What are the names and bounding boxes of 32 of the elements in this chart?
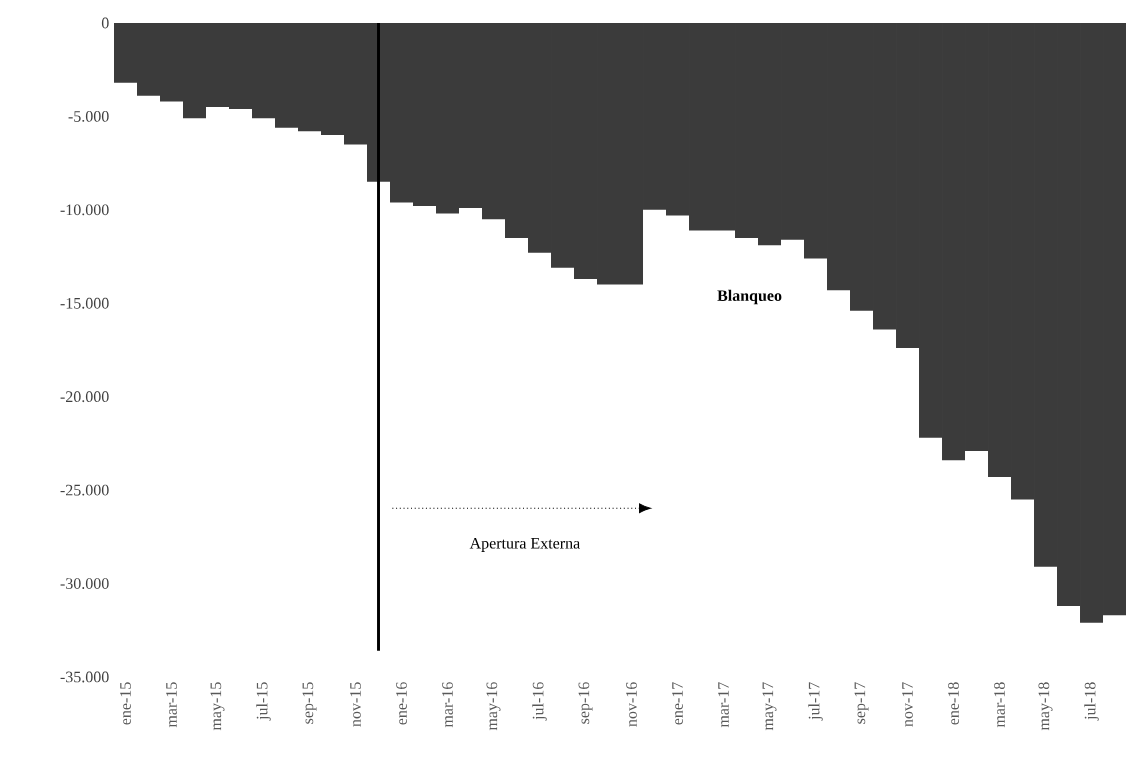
x-tick-label: jul-17 [808, 682, 823, 721]
y-tick-label: -10.000 [60, 204, 109, 216]
x-tick-label: jul-18 [1084, 682, 1099, 721]
annotation: Apertura Externa [469, 537, 580, 552]
x-tick-label: may-16 [486, 682, 501, 731]
x-tick-label: sep-17 [854, 682, 869, 724]
x-tick-label: mar-17 [718, 682, 729, 728]
annotation: Blanqueo [717, 289, 782, 305]
x-tick-label: ene-17 [672, 682, 683, 725]
y-tick-label: -35.000 [60, 671, 109, 683]
x-tick-label: ene-18 [948, 682, 959, 725]
y-tick-label: 0 [101, 17, 109, 29]
x-tick-label: jul-15 [256, 682, 271, 721]
x-tick-label: mar-16 [442, 682, 453, 728]
x-tick-label: nov-16 [626, 682, 637, 727]
x-tick-label: ene-15 [120, 682, 131, 725]
x-tick-label: may-17 [762, 682, 777, 731]
y-tick-label: -15.000 [60, 297, 109, 309]
x-tick-label: nov-17 [902, 682, 913, 727]
x-tick-label: may-18 [1038, 682, 1053, 731]
x-tick-label: may-15 [210, 682, 225, 731]
x-tick-label: mar-15 [166, 682, 177, 728]
y-tick-label: -25.000 [60, 484, 109, 496]
x-tick-label: jul-16 [532, 682, 547, 721]
x-tick-label: ene-16 [396, 682, 407, 725]
y-tick-label: -30.000 [60, 578, 109, 590]
x-tick-label: mar-18 [994, 682, 1005, 728]
x-tick-label: sep-16 [578, 682, 593, 724]
x-tick-label: sep-15 [302, 682, 317, 724]
y-tick-label: -5.000 [68, 110, 109, 122]
y-tick-label: -20.000 [60, 391, 109, 403]
x-tick-label: nov-15 [350, 682, 361, 727]
